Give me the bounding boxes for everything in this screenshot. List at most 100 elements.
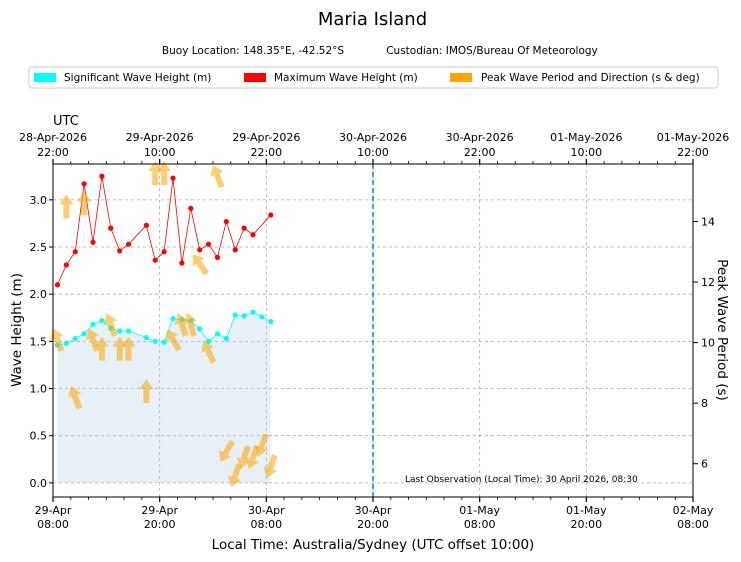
- peak-period-arrow: [67, 385, 83, 410]
- top-tick-label-time: 10:00: [144, 146, 176, 159]
- significant-wave-point: [170, 316, 176, 322]
- y-tick-label: 1.0: [30, 383, 48, 396]
- top-tick-label-date: 30-Apr-2026: [446, 131, 514, 144]
- y-tick-label: 2.5: [30, 241, 48, 254]
- maximum-wave-point: [197, 247, 203, 253]
- legend-label-peak: Peak Wave Period and Direction (s & deg): [481, 72, 700, 84]
- top-tick-label-date: 29-Apr-2026: [232, 131, 300, 144]
- peak-period-arrow: [50, 328, 65, 352]
- top-tick-label-time: 22:00: [37, 146, 69, 159]
- significant-wave-point: [232, 312, 238, 318]
- significant-wave-point: [268, 318, 274, 325]
- maximum-wave-point: [268, 212, 274, 218]
- maximum-wave-point: [63, 262, 69, 268]
- peak-period-arrow: [59, 194, 74, 219]
- maximum-wave-point: [81, 181, 87, 187]
- legend-box: [28, 66, 719, 89]
- maximum-wave-point: [223, 218, 229, 225]
- significant-wave-point: [161, 339, 167, 345]
- peak-period-arrow: [192, 254, 210, 276]
- x-tick-label-time: 20:00: [357, 518, 389, 531]
- x-tick-label-date: 29-Apr: [141, 504, 178, 517]
- peak-period-arrow: [219, 439, 235, 462]
- significant-wave-point: [72, 335, 78, 342]
- peak-period-arrow: [227, 463, 243, 488]
- significant-wave-point: [197, 326, 203, 332]
- top-tick-label-time: 10:00: [357, 146, 389, 159]
- maximum-wave-point: [205, 241, 212, 247]
- peak-period-arrow: [148, 161, 163, 186]
- y2-tick-label: 14: [701, 216, 715, 229]
- significant-wave-point: [125, 328, 132, 334]
- x-tick-label-date: 02-May: [673, 504, 714, 517]
- significant-wave-point: [259, 314, 265, 320]
- maximum-wave-point: [99, 173, 105, 179]
- maximum-wave-point: [161, 249, 167, 255]
- maximum-wave-point: [241, 225, 247, 231]
- y2-axis-label: Peak Wave Period (s): [714, 259, 730, 401]
- top-tick-label-time: 22:00: [677, 146, 709, 159]
- peak-period-arrow: [165, 329, 182, 352]
- y-axis-label: Wave Height (m): [9, 273, 25, 387]
- maximum-wave-point: [54, 282, 61, 288]
- top-axis-label: UTC: [53, 114, 79, 129]
- top-tick-label-time: 10:00: [570, 146, 602, 159]
- peak-period-arrow: [112, 336, 127, 361]
- peak-period-arrow: [183, 312, 198, 337]
- significant-wave-point: [152, 338, 158, 344]
- maximum-wave-point: [152, 257, 158, 263]
- peak-period-arrow: [263, 454, 278, 479]
- last-observation-annotation: Last Observation (Local Time): 30 April …: [405, 475, 638, 485]
- significant-wave-point: [214, 331, 221, 337]
- maximum-wave-point: [108, 225, 114, 231]
- significant-wave-point: [223, 335, 229, 342]
- significant-wave-point: [63, 340, 69, 346]
- y-tick-label: 0.0: [30, 477, 48, 490]
- x-tick-label-date: 30-Apr: [355, 504, 392, 517]
- maximum-wave-point: [250, 232, 256, 238]
- x-tick-label-time: 20:00: [570, 518, 602, 531]
- maximum-wave-point: [117, 248, 123, 254]
- top-tick-label-date: 30-Apr-2026: [339, 131, 407, 144]
- chart-title: Maria Island: [318, 9, 427, 30]
- maximum-wave-point: [188, 205, 194, 211]
- maximum-wave-point: [90, 239, 96, 245]
- significant-wave-point: [205, 338, 212, 344]
- y-tick-label: 1.5: [30, 335, 48, 348]
- top-tick-label-date: 01-May-2026: [657, 131, 729, 144]
- x-tick-label-time: 08:00: [677, 518, 709, 531]
- significant-wave-point: [143, 334, 149, 341]
- significant-wave-point: [117, 328, 123, 334]
- significant-wave-point: [241, 313, 247, 319]
- legend-label-significant: Significant Wave Height (m): [64, 72, 211, 84]
- top-tick-label-time: 22:00: [464, 146, 496, 159]
- y-tick-label: 3.0: [30, 194, 48, 207]
- top-tick-label-date: 01-May-2026: [550, 131, 622, 144]
- x-tick-label-time: 08:00: [464, 518, 496, 531]
- maximum-wave-point: [170, 175, 176, 181]
- legend-swatch-significant: [34, 73, 56, 82]
- peak-period-arrow: [94, 336, 109, 361]
- maximum-wave-point: [214, 254, 221, 260]
- peak-period-arrow: [210, 164, 225, 189]
- maximum-wave-line: [57, 176, 272, 285]
- x-tick-label-date: 01-May: [459, 504, 500, 517]
- y2-tick-label: 10: [701, 337, 715, 350]
- y2-tick-label: 12: [701, 276, 715, 289]
- peak-period-arrow: [77, 191, 92, 216]
- significant-wave-point: [90, 321, 96, 327]
- legend-swatch-maximum: [244, 73, 266, 82]
- maximum-wave-point: [179, 260, 185, 266]
- maximum-wave-point: [232, 247, 238, 253]
- x-tick-label-time: 08:00: [250, 518, 282, 531]
- y-tick-label: 2.0: [30, 288, 48, 301]
- x-tick-label-time: 20:00: [144, 518, 176, 531]
- legend-swatch-peak: [450, 73, 472, 82]
- x-tick-label-date: 29-Apr: [35, 504, 72, 517]
- legend-label-maximum: Maximum Wave Height (m): [274, 72, 418, 84]
- subtitle-buoy-location: Buoy Location: 148.35°E, -42.52°S: [162, 45, 345, 57]
- y2-tick-label: 6: [701, 458, 708, 471]
- top-tick-label-date: 29-Apr-2026: [126, 131, 194, 144]
- y-tick-label: 0.5: [30, 430, 48, 443]
- peak-period-arrow: [174, 313, 189, 337]
